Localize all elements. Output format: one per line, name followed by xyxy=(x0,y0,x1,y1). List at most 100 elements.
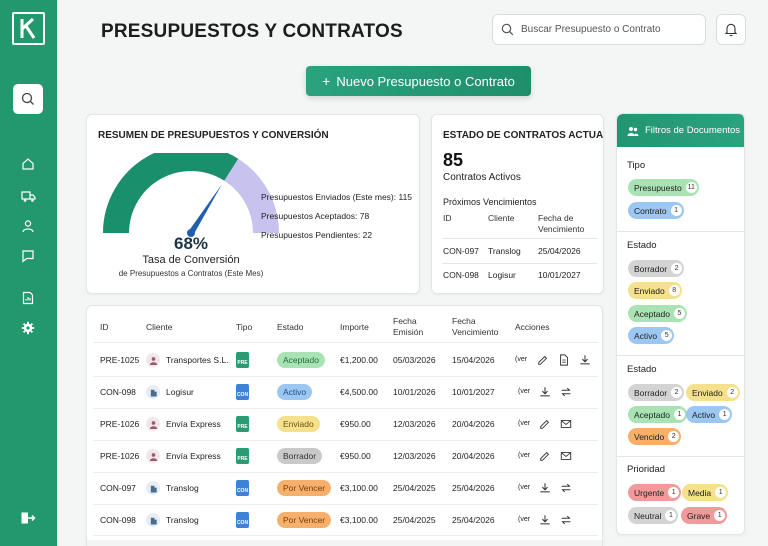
filter-chip-label: Media xyxy=(688,487,712,498)
table-row[interactable]: CON-098 Logisur CON Activo €4,500.00 10/01/20… xyxy=(87,376,602,408)
divider xyxy=(93,408,598,409)
filter-chip[interactable]: Enviado 8 xyxy=(628,282,682,299)
row-type: PRE xyxy=(237,424,248,430)
filter-chip-label: Aceptado xyxy=(634,308,670,319)
filter-chip[interactable]: Contrato 1 xyxy=(628,202,684,219)
view-link[interactable]: (ver xyxy=(518,420,531,427)
document-icon[interactable] xyxy=(558,354,570,366)
filter-chip-count: 5 xyxy=(673,308,685,319)
filter-chip-label: Borrador xyxy=(634,387,668,398)
upcoming-row-client: Logisur xyxy=(488,270,516,280)
plus-icon: + xyxy=(322,73,331,89)
column-header-actions: Acciones xyxy=(515,322,550,332)
filter-chip[interactable]: Borrador 2 xyxy=(628,384,685,401)
table-row[interactable]: CON-097 Translog CON Por Vencer €3,100.00 25/… xyxy=(87,472,602,504)
sidebar-item-clients[interactable] xyxy=(18,216,38,236)
filter-chip-count: 2 xyxy=(671,263,683,274)
report-icon xyxy=(22,291,34,305)
column-header-status[interactable]: Estado xyxy=(277,322,304,332)
download-icon[interactable] xyxy=(539,386,551,398)
active-contracts-count: 85 xyxy=(443,150,464,170)
sidebar-item-reports[interactable] xyxy=(18,288,38,308)
view-link[interactable]: (ver xyxy=(518,388,531,395)
upcoming-row-client: Translog xyxy=(488,246,521,256)
filter-chip[interactable]: Activo 1 xyxy=(686,406,733,423)
contracts-card: ESTADO DE CONTRATOS ACTUALES 85 Contrato… xyxy=(431,114,604,294)
divider xyxy=(442,263,597,264)
sidebar-item-home[interactable] xyxy=(18,154,38,174)
download-icon[interactable] xyxy=(539,482,551,494)
filter-chip[interactable]: Grave 1 xyxy=(681,507,728,524)
table-row[interactable]: PRE-1025 Transportes S.L. PRE Aceptado €1,20… xyxy=(87,344,602,376)
table-row[interactable]: PRE-1026 Envía Express PRE Borrador €950.00 1… xyxy=(87,440,602,472)
column-header-issue-date[interactable]: Fecha Emisión xyxy=(393,316,424,337)
column-header-due-date[interactable]: Fecha Vencimiento xyxy=(452,316,499,337)
filter-chip[interactable]: Media 1 xyxy=(682,484,729,501)
new-document-button[interactable]: + Nuevo Presupuesto o Contrato xyxy=(306,66,531,96)
filter-chip-label: Enviado xyxy=(634,285,665,296)
filters-panel: Filtros de Documentos Tipo Presupuesto 11 C… xyxy=(616,113,745,535)
app-logo[interactable] xyxy=(12,12,45,45)
renew-icon[interactable] xyxy=(560,386,572,398)
stat-accepted: Presupuestos Aceptados: 78 xyxy=(261,211,370,221)
mail-icon[interactable] xyxy=(560,418,572,430)
edit-icon[interactable] xyxy=(537,354,549,366)
filter-chip-count: 2 xyxy=(668,431,680,442)
filter-chip-count: 1 xyxy=(670,205,682,216)
search-box[interactable] xyxy=(492,14,706,45)
filter-chip[interactable]: Neutral 1 xyxy=(628,507,679,524)
row-type: CON xyxy=(236,488,249,494)
view-link[interactable]: (ver xyxy=(515,356,528,363)
mail-icon[interactable] xyxy=(560,450,572,462)
filter-chip[interactable]: Aceptado 5 xyxy=(628,305,687,322)
view-link[interactable]: (ver xyxy=(518,452,531,459)
truck-icon xyxy=(20,190,36,202)
filter-chip[interactable]: Enviado 2 xyxy=(686,384,740,401)
row-client: Translog xyxy=(166,515,199,525)
filter-chip[interactable]: Urgente 1 xyxy=(628,484,682,501)
filter-chip[interactable]: Aceptado 1 xyxy=(628,406,687,423)
sidebar-search-button[interactable] xyxy=(13,84,43,114)
notifications-button[interactable] xyxy=(716,14,746,45)
download-icon[interactable] xyxy=(579,354,591,366)
row-id: PRE-1026 xyxy=(100,419,140,429)
filter-chip[interactable]: Vencido 2 xyxy=(628,428,682,445)
filter-chip-label: Activo xyxy=(634,330,658,341)
renew-icon[interactable] xyxy=(560,482,572,494)
search-input[interactable] xyxy=(521,24,691,35)
table-row-partial[interactable] xyxy=(87,540,602,546)
divider xyxy=(93,342,598,343)
filter-chip[interactable]: Borrador 2 xyxy=(628,260,685,277)
row-amount: €3,100.00 xyxy=(340,515,378,525)
row-amount: €4,500.00 xyxy=(340,387,378,397)
filter-people-icon xyxy=(627,126,639,136)
edit-icon[interactable] xyxy=(539,418,551,430)
row-issue-date: 25/04/2025 xyxy=(393,483,436,493)
column-header-client[interactable]: Cliente xyxy=(146,322,173,332)
table-row[interactable]: PRE-1026 Envía Express PRE Enviado €950.00 12… xyxy=(87,408,602,440)
sidebar-item-settings[interactable] xyxy=(18,318,38,338)
row-due-date: 20/04/2026 xyxy=(452,451,495,461)
column-header-amount[interactable]: Importe xyxy=(340,322,369,332)
filters-title: Filtros de Documentos xyxy=(645,125,741,136)
search-icon xyxy=(501,23,514,36)
divider xyxy=(93,535,598,536)
row-issue-date: 10/01/2026 xyxy=(393,387,436,397)
filter-chip[interactable]: Presupuesto 11 xyxy=(628,179,699,196)
sidebar-item-shipments[interactable] xyxy=(18,186,38,206)
conversion-percentage: 68% xyxy=(173,234,209,253)
sidebar-item-messages[interactable] xyxy=(18,246,38,266)
view-link[interactable]: (ver xyxy=(518,484,531,491)
edit-icon[interactable] xyxy=(539,450,551,462)
renew-icon[interactable] xyxy=(560,514,572,526)
download-icon[interactable] xyxy=(539,514,551,526)
filter-chip-count: 2 xyxy=(671,387,683,398)
filter-chip[interactable]: Activo 5 xyxy=(628,327,675,344)
logout-button[interactable] xyxy=(18,508,38,528)
view-link[interactable]: (ver xyxy=(518,516,531,523)
table-row[interactable]: CON-098 Translog CON Por Vencer €3,100.00 25/… xyxy=(87,504,602,536)
column-header-id[interactable]: ID xyxy=(100,322,109,332)
status-badge: Enviado xyxy=(277,416,320,432)
column-header-type[interactable]: Tipo xyxy=(236,322,253,332)
page-title: PRESUPUESTOS Y CONTRATOS xyxy=(101,21,403,42)
